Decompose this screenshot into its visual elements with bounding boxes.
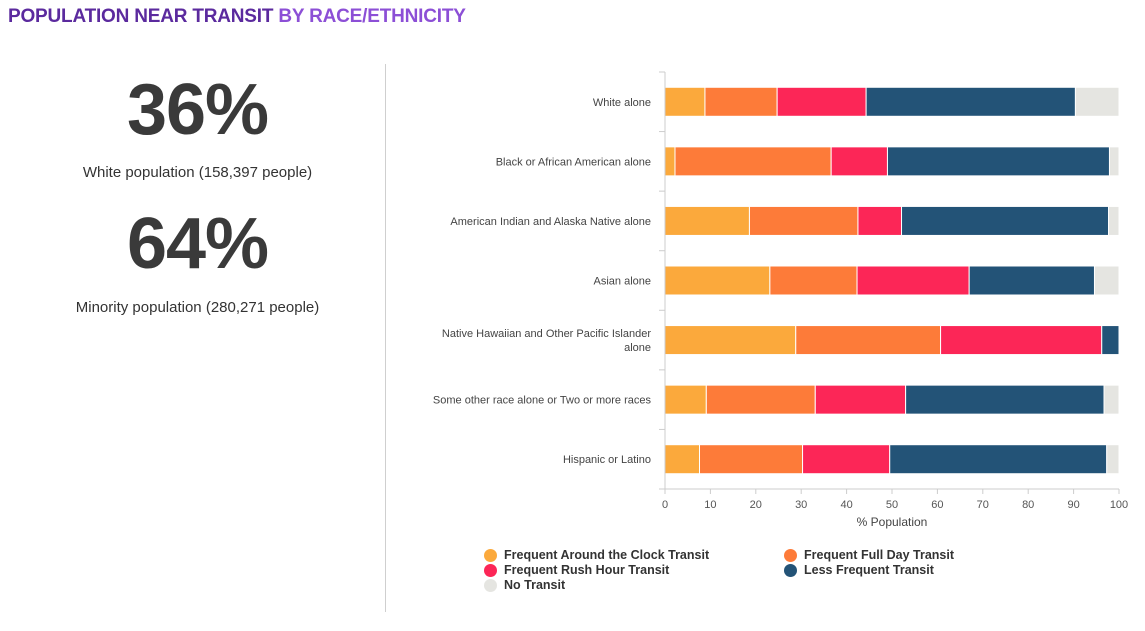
stacked-bar-chart: White alone Black or African American alo…	[433, 71, 1128, 529]
bar-segment[interactable]	[664, 86, 706, 117]
bar-segment[interactable]	[748, 205, 859, 236]
bar-segment[interactable]	[1108, 205, 1120, 236]
x-axis: 0 10 20 30 40 50 60 70 80 90 100	[659, 71, 1128, 511]
bar-segment[interactable]	[968, 265, 1095, 296]
bar-segment[interactable]	[664, 384, 707, 415]
bar-segment[interactable]	[1106, 444, 1120, 475]
x-tick-label: 70	[977, 499, 989, 511]
x-axis-title: % Population	[857, 515, 928, 529]
x-tick-label: 90	[1067, 499, 1079, 511]
bar-segment[interactable]	[856, 265, 970, 296]
legend-item-full-day[interactable]: Frequent Full Day Transit	[784, 548, 954, 562]
bar-segment[interactable]	[1074, 86, 1120, 117]
title-main: POPULATION NEAR TRANSIT	[8, 6, 274, 27]
bar-segment[interactable]	[802, 444, 891, 475]
bar-segment[interactable]	[1103, 384, 1120, 415]
bar-segment[interactable]	[889, 444, 1108, 475]
x-tick-label: 80	[1022, 499, 1034, 511]
bar-segment[interactable]	[795, 325, 942, 356]
legend-swatch	[484, 578, 497, 592]
bar-segments	[664, 86, 1120, 475]
bar-segment[interactable]	[674, 146, 832, 177]
legend-swatch	[484, 548, 497, 562]
bar-segment[interactable]	[901, 205, 1110, 236]
bar-segment[interactable]	[830, 146, 888, 177]
category-label: American Indian and Alaska Native alone	[450, 216, 651, 228]
legend-swatch	[784, 548, 797, 562]
category-label: White alone	[593, 97, 651, 109]
legend-item-no-transit[interactable]: No Transit	[484, 578, 565, 592]
x-tick-label: 10	[704, 499, 716, 511]
bar-segment[interactable]	[1093, 265, 1120, 296]
category-labels: White alone Black or African American alo…	[433, 97, 652, 466]
legend-item-rush-hour[interactable]: Frequent Rush Hour Transit	[484, 563, 669, 577]
bar-segment[interactable]	[776, 86, 867, 117]
bar-segment[interactable]	[1108, 146, 1120, 177]
white-percentage: 36%	[126, 70, 269, 150]
bar-segment[interactable]	[769, 265, 858, 296]
bar-segment[interactable]	[664, 265, 771, 296]
legend-label: Less Frequent Transit	[804, 563, 934, 577]
x-tick-label: 100	[1110, 499, 1128, 511]
title-accent: BY RACE/ETHNICITY	[278, 6, 466, 27]
x-tick-label: 0	[662, 499, 668, 511]
minority-percentage: 64%	[126, 204, 269, 284]
category-label: Asian alone	[594, 276, 652, 288]
bar-segment[interactable]	[664, 444, 700, 475]
panel-divider	[385, 64, 386, 612]
bar-segment[interactable]	[886, 146, 1110, 177]
x-tick-label: 60	[931, 499, 943, 511]
x-tick-label: 20	[750, 499, 762, 511]
stats-panel: 36% White population (158,397 people) 64…	[0, 60, 385, 620]
legend-item-around-the-clock[interactable]: Frequent Around the Clock Transit	[484, 548, 709, 562]
white-population-label: White population (158,397 people)	[82, 164, 313, 181]
x-tick-label: 40	[840, 499, 852, 511]
bar-segment[interactable]	[865, 86, 1076, 117]
bar-segment[interactable]	[699, 444, 804, 475]
category-label: Black or African American alone	[496, 156, 651, 168]
legend-label: Frequent Around the Clock Transit	[504, 548, 710, 562]
chart-legend: Frequent Around the Clock Transit Freque…	[484, 548, 1104, 596]
x-tick-label: 50	[886, 499, 898, 511]
bar-segment[interactable]	[1101, 325, 1120, 356]
bar-segment[interactable]	[664, 146, 676, 177]
legend-swatch	[484, 563, 497, 577]
minority-population-label: Minority population (280,271 people)	[75, 299, 320, 316]
bar-segment[interactable]	[704, 86, 778, 117]
bar-segment[interactable]	[664, 205, 750, 236]
bar-segment[interactable]	[814, 384, 907, 415]
bar-segment[interactable]	[905, 384, 1105, 415]
x-tick-label: 30	[795, 499, 807, 511]
category-label: Hispanic or Latino	[563, 454, 651, 466]
legend-swatch	[784, 563, 797, 577]
bar-segment[interactable]	[705, 384, 816, 415]
category-label: Some other race alone or Two or more rac…	[433, 395, 652, 407]
bar-segment[interactable]	[940, 325, 1103, 356]
legend-label: Frequent Rush Hour Transit	[504, 563, 670, 577]
legend-label: No Transit	[504, 578, 566, 592]
bar-segment[interactable]	[664, 325, 797, 356]
category-label: Native Hawaiian and Other Pacific Island…	[442, 328, 651, 354]
page-title: POPULATION NEAR TRANSIT BY RACE/ETHNICIT…	[8, 6, 466, 28]
bar-segment[interactable]	[857, 205, 903, 236]
legend-label: Frequent Full Day Transit	[804, 548, 955, 562]
legend-item-less-frequent[interactable]: Less Frequent Transit	[784, 563, 934, 577]
